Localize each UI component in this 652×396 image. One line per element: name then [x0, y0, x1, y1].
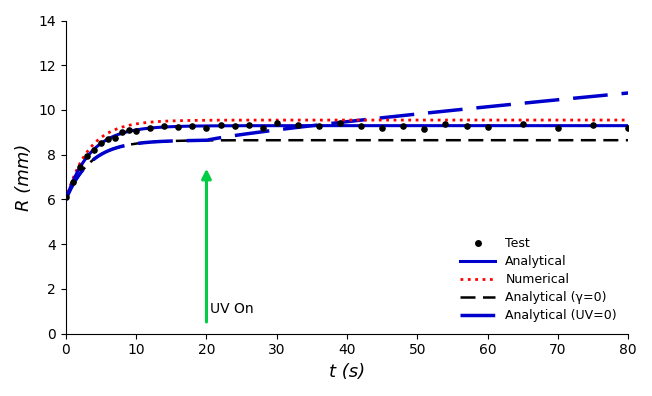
Point	[588, 122, 599, 128]
Point	[482, 124, 493, 130]
Point	[68, 179, 78, 185]
Point	[145, 125, 155, 131]
Point	[440, 121, 451, 128]
Point	[271, 120, 282, 127]
Legend: Test, Analytical, Numerical, Analytical (γ=0), Analytical (UV=0): Test, Analytical, Numerical, Analytical …	[455, 232, 622, 327]
Point	[419, 126, 430, 132]
Point	[96, 140, 106, 147]
Point	[518, 121, 528, 128]
Point	[61, 194, 71, 200]
Point	[187, 123, 198, 129]
Y-axis label: R (mm): R (mm)	[15, 143, 33, 211]
Point	[553, 125, 563, 131]
Point	[75, 164, 85, 170]
Point	[159, 123, 170, 129]
Point	[117, 129, 127, 135]
Point	[201, 125, 212, 131]
Point	[243, 122, 254, 128]
Point	[173, 124, 184, 130]
Point	[356, 122, 366, 129]
Point	[215, 122, 226, 128]
Point	[258, 125, 268, 131]
Point	[110, 135, 121, 141]
Point	[124, 128, 134, 134]
Point	[377, 124, 387, 131]
Text: UV On: UV On	[210, 302, 254, 316]
Point	[82, 153, 92, 160]
Point	[334, 120, 345, 126]
Point	[623, 125, 633, 131]
Point	[89, 147, 99, 153]
Point	[293, 122, 303, 129]
Point	[131, 128, 141, 134]
Point	[103, 136, 113, 142]
Point	[398, 123, 409, 129]
X-axis label: t (s): t (s)	[329, 363, 365, 381]
Point	[230, 122, 240, 129]
Point	[314, 123, 324, 129]
Point	[462, 123, 472, 129]
